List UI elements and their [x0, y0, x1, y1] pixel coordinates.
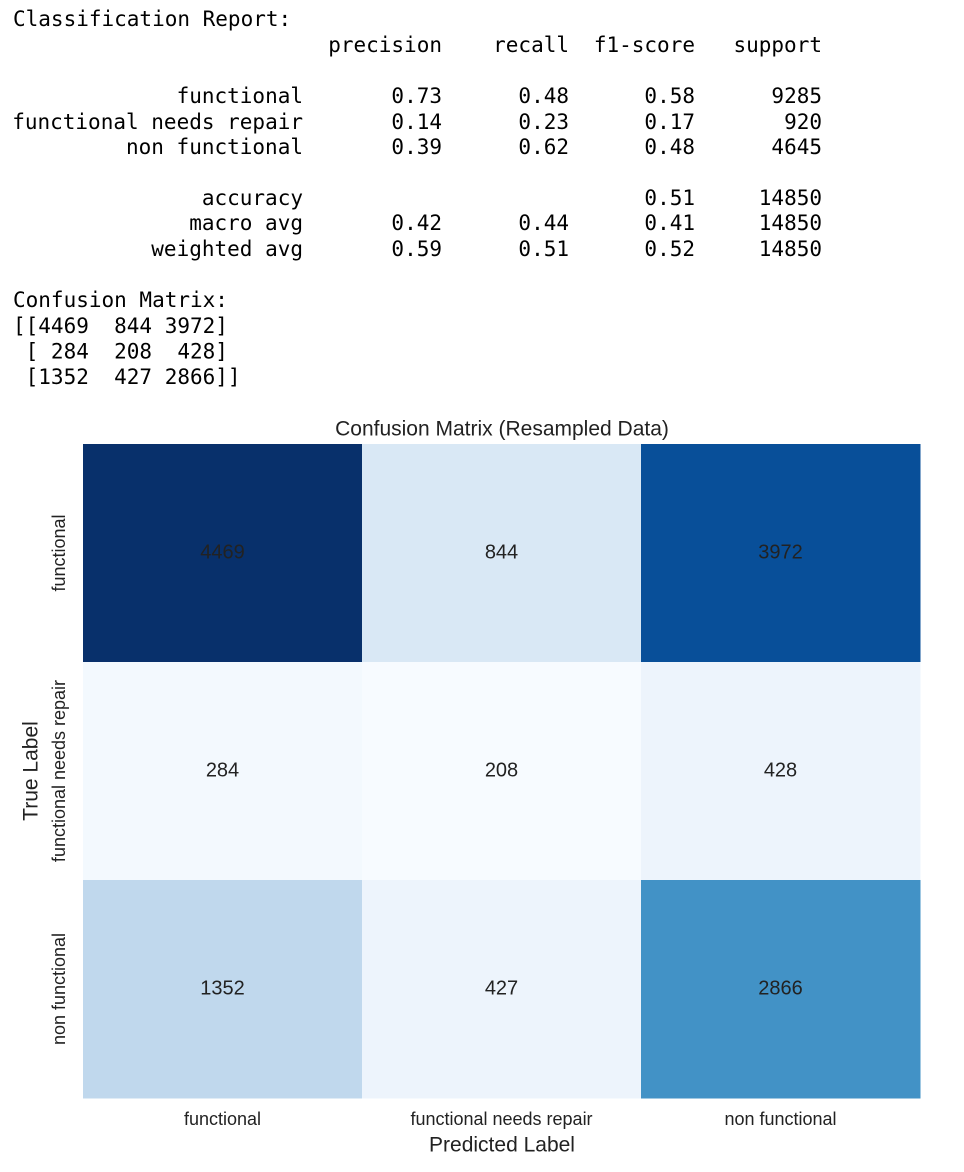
- cell-label: 428: [764, 759, 797, 781]
- row-label: functional needs repair: [12, 110, 303, 134]
- report-cell: 0.51: [518, 237, 569, 261]
- heatmap-cell: [83, 662, 363, 881]
- heatmap-cell: [362, 444, 642, 663]
- heatmap-cell: [641, 880, 921, 1099]
- heatmap-cell: [83, 880, 363, 1099]
- cell-label: 4469: [200, 541, 245, 563]
- matrix-title: Confusion Matrix:: [13, 288, 228, 312]
- report-cell: 0.58: [644, 84, 695, 108]
- report-cell: 0.17: [644, 110, 695, 134]
- column-header: f1-score: [594, 33, 695, 57]
- report-cell: 0.44: [518, 211, 569, 235]
- matrix-line: [[4469 844 3972]: [13, 314, 228, 338]
- heatmap-cell: [362, 880, 642, 1099]
- x-tick-label: functional needs repair: [410, 1109, 592, 1129]
- y-axis-label: True Label: [20, 721, 43, 821]
- row-label: non functional: [126, 135, 303, 159]
- y-tick-label: non functional: [49, 933, 69, 1045]
- cell-label: 3972: [758, 541, 803, 563]
- y-tick-label: functional needs repair: [49, 680, 69, 862]
- report-cell: 0.52: [644, 237, 695, 261]
- report-cell: 0.48: [518, 84, 569, 108]
- chart-title: Confusion Matrix (Resampled Data): [335, 418, 669, 441]
- report-cell: 0.41: [644, 211, 695, 235]
- report-cell: 14850: [759, 186, 822, 210]
- heatmap-cell: [362, 662, 642, 881]
- report-title: Classification Report:: [13, 7, 291, 31]
- cell-label: 2866: [758, 977, 803, 999]
- cell-label: 208: [485, 759, 518, 781]
- x-tick-label: functional: [184, 1109, 261, 1129]
- report-cell: 920: [784, 110, 822, 134]
- cell-label: 427: [485, 977, 518, 999]
- row-label: macro avg: [189, 211, 303, 235]
- report-cell: 0.73: [391, 84, 442, 108]
- report-cell: 0.59: [391, 237, 442, 261]
- cell-label: 844: [485, 541, 518, 563]
- report-cell: 14850: [759, 237, 822, 261]
- report-cell: 0.48: [644, 135, 695, 159]
- cell-label: 1352: [200, 977, 245, 999]
- row-label: weighted avg: [151, 237, 303, 261]
- report-cell: 0.14: [391, 110, 442, 134]
- column-header: precision: [328, 33, 442, 57]
- matrix-line: [ 284 208 428]: [13, 340, 228, 364]
- x-tick-label: non functional: [724, 1109, 836, 1129]
- matrix-line: [1352 427 2866]]: [13, 365, 241, 389]
- report-cell: 0.39: [391, 135, 442, 159]
- heatmap-cell: [641, 444, 921, 663]
- column-header: recall: [493, 33, 569, 57]
- report-cell: 0.42: [391, 211, 442, 235]
- report-cell: 0.51: [644, 186, 695, 210]
- row-label: accuracy: [202, 186, 303, 210]
- cell-label: 284: [206, 759, 239, 781]
- y-tick-label: functional: [49, 514, 69, 591]
- heatmap-cell: [641, 662, 921, 881]
- x-axis-label: Predicted Label: [429, 1134, 575, 1157]
- heatmap-cell: [83, 444, 363, 663]
- report-cell: 0.23: [518, 110, 569, 134]
- column-header: support: [733, 33, 822, 57]
- report-cell: 14850: [759, 211, 822, 235]
- report-cell: 4645: [771, 135, 822, 159]
- row-label: functional: [177, 84, 303, 108]
- report-cell: 9285: [771, 84, 822, 108]
- report-cell: 0.62: [518, 135, 569, 159]
